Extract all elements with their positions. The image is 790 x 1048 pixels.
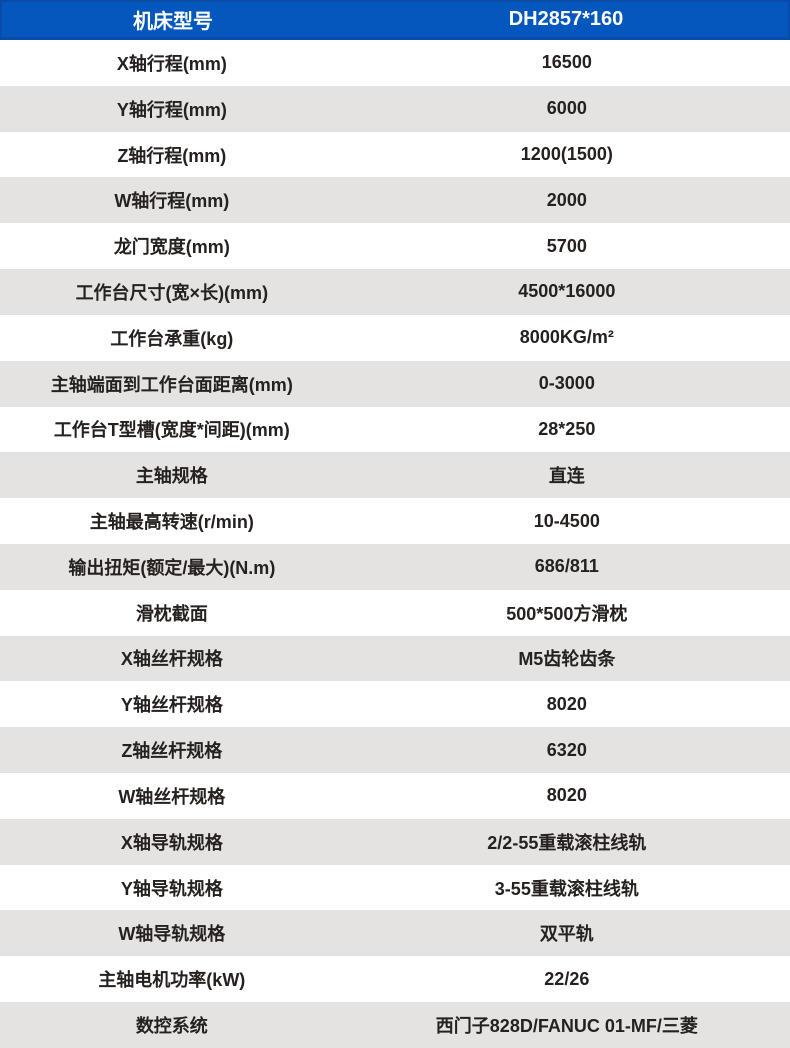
table-row: 工作台承重(kg) 8000KG/m²	[0, 314, 790, 361]
row-label: 工作台承重(kg)	[110, 328, 234, 349]
row-value: 6000	[546, 98, 587, 119]
table-row: 主轴规格 直连	[0, 452, 790, 499]
table-row: Z轴丝杆规格 6320	[0, 727, 790, 773]
row-value: 6320	[546, 739, 587, 760]
row-value: 双平轨	[539, 924, 594, 945]
row-value: 3-55重载滚柱线轨	[494, 878, 639, 899]
row-value: 1200(1500)	[520, 144, 613, 165]
row-label: X轴导轨规格	[120, 832, 223, 853]
table-row: 主轴端面到工作台面距离(mm) 0-3000	[0, 360, 790, 407]
row-value: 直连	[548, 466, 585, 487]
row-label: Z轴丝杆规格	[121, 741, 223, 762]
row-label: 龙门宽度(mm)	[113, 237, 230, 258]
table-header-row: 机床型号 DH2857*160	[0, 0, 790, 40]
row-label: 输出扭矩(额定/最大)(N.m)	[68, 557, 276, 578]
table-row: 输出扭矩(额定/最大)(N.m) 686/811	[0, 543, 790, 590]
table-row: 主轴电机功率(kW) 22/26	[0, 956, 790, 1003]
row-value: 2000	[546, 189, 587, 210]
row-value: 西门子828D/FANUC 01-MF/三菱	[435, 1015, 698, 1036]
row-label: 主轴最高转速(r/min)	[89, 512, 254, 533]
row-label: 工作台T型槽(宽度*间距)(mm)	[53, 420, 290, 441]
row-label: W轴导轨规格	[118, 924, 226, 945]
table-row: W轴行程(mm) 2000	[0, 177, 790, 224]
row-value: 500*500方滑枕	[506, 603, 628, 624]
row-label: 主轴电机功率(kW)	[98, 970, 246, 991]
row-value: 2/2-55重载滚柱线轨	[487, 832, 647, 853]
row-value: 8020	[546, 693, 587, 714]
row-label: Z轴行程(mm)	[117, 145, 227, 166]
table-row: 主轴最高转速(r/min) 10-4500	[0, 498, 790, 544]
table-row: W轴导轨规格 双平轨	[0, 910, 790, 957]
row-label: 工作台尺寸(宽×长)(mm)	[75, 282, 269, 303]
row-value: 5700	[546, 235, 587, 256]
table-row: 龙门宽度(mm) 5700	[0, 223, 790, 270]
table-row: X轴丝杆规格 M5齿轮齿条	[0, 635, 790, 682]
table-row: X轴导轨规格 2/2-55重载滚柱线轨	[0, 818, 790, 865]
table-row: Y轴丝杆规格 8020	[0, 681, 790, 728]
row-value: 686/811	[534, 556, 599, 577]
table-body: X轴行程(mm) 16500 Y轴行程(mm) 6000 Z轴行程(mm) 12…	[0, 40, 790, 1048]
header-model-label: 机床型号	[132, 11, 213, 33]
row-value: M5齿轮齿条	[518, 649, 616, 670]
table-row: X轴行程(mm) 16500	[0, 40, 790, 86]
row-label: Y轴行程(mm)	[116, 99, 227, 120]
table-row: 工作台尺寸(宽×长)(mm) 4500*16000	[0, 269, 790, 315]
row-value: 16500	[541, 52, 592, 73]
header-model-value: DH2857*160	[508, 8, 624, 30]
row-label: X轴丝杆规格	[120, 649, 223, 670]
row-value: 4500*16000	[518, 281, 616, 302]
table-row: Y轴导轨规格 3-55重载滚柱线轨	[0, 864, 790, 911]
row-label: 滑枕截面	[135, 603, 208, 624]
row-value: 8020	[546, 785, 587, 806]
row-label: X轴行程(mm)	[116, 53, 227, 74]
row-label: 主轴规格	[135, 466, 208, 487]
row-value: 10-4500	[533, 510, 600, 531]
row-label: Y轴丝杆规格	[120, 695, 223, 716]
row-value: 0-3000	[538, 373, 595, 394]
table-row: W轴丝杆规格 8020	[0, 773, 790, 819]
row-label: Y轴导轨规格	[120, 878, 223, 899]
table-row: Z轴行程(mm) 1200(1500)	[0, 131, 790, 178]
row-label: W轴行程(mm)	[114, 191, 230, 212]
row-label: 主轴端面到工作台面距离(mm)	[50, 374, 293, 395]
row-value: 28*250	[538, 418, 596, 439]
table-row: 数控系统 西门子828D/FANUC 01-MF/三菱	[0, 1002, 790, 1048]
row-label: W轴丝杆规格	[118, 786, 226, 807]
table-row: 工作台T型槽(宽度*间距)(mm) 28*250	[0, 406, 790, 453]
row-value: 22/26	[544, 968, 590, 989]
row-label: 数控系统	[135, 1015, 208, 1036]
table-row: Y轴行程(mm) 6000	[0, 85, 790, 132]
table-row: 滑枕截面 500*500方滑枕	[0, 589, 790, 636]
row-value: 8000KG/m²	[519, 327, 614, 348]
